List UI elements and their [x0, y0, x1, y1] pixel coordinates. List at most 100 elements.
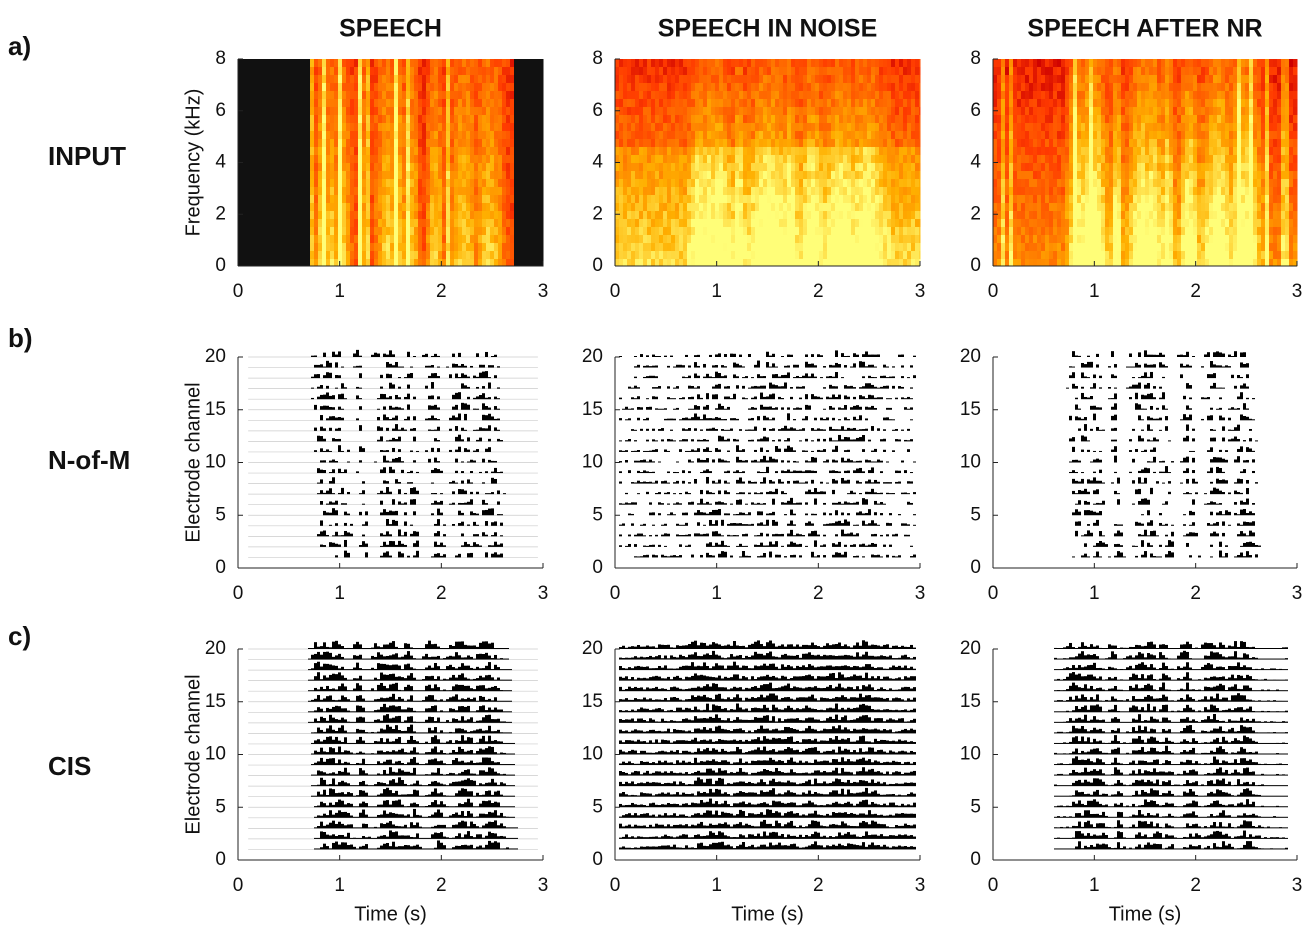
spectrogram-cell — [847, 163, 852, 172]
spectrogram-cell — [663, 115, 668, 124]
spectrogram-cell — [707, 211, 712, 220]
spectrogram-cell — [1085, 227, 1090, 236]
spectrogram-cell — [406, 67, 411, 76]
spectrogram-cell — [1049, 195, 1054, 204]
spectrogram-cell — [498, 91, 503, 100]
spectrogram-cell — [1133, 115, 1138, 124]
spectrogram-cell — [863, 187, 868, 196]
spectrogram-cell — [518, 163, 523, 172]
spectrogram-cell — [751, 235, 756, 244]
spectrogram-cell — [755, 187, 760, 196]
spectrogram-cell — [827, 131, 832, 140]
spectrogram-cell — [490, 99, 495, 108]
spectrogram-cell — [1041, 171, 1046, 180]
spectrogram-cell — [314, 251, 319, 260]
spectrogram-cell — [727, 259, 732, 267]
spectrogram-cell — [875, 243, 880, 252]
spectrogram-cell — [1021, 83, 1026, 92]
spectrogram-cell — [859, 67, 864, 76]
spectrogram-cell — [1133, 227, 1138, 236]
spectrogram-cell — [651, 83, 656, 92]
spectrogram-cell — [707, 59, 712, 68]
spectrogram-cell — [775, 115, 780, 124]
spectrogram-cell — [362, 67, 367, 76]
spectrogram-cell — [879, 179, 884, 188]
spectrogram-cell — [1029, 163, 1034, 172]
spectrogram-cell — [767, 179, 772, 188]
spectrogram-cell — [891, 155, 896, 164]
spectrogram-cell — [278, 91, 283, 100]
spectrogram-cell — [795, 235, 800, 244]
spectrogram-cell — [911, 99, 916, 108]
spectrogram-cell — [438, 227, 443, 236]
spectrogram-cell — [1053, 251, 1058, 260]
spectrogram-cell — [863, 227, 868, 236]
spectrogram-cell — [350, 83, 355, 92]
spectrogram-cell — [799, 219, 804, 228]
spectrogram-cell — [498, 147, 503, 156]
spectrogram-cell — [823, 123, 828, 132]
spectrogram-cell — [727, 227, 732, 236]
spectrogram-cell — [446, 243, 451, 252]
spectrogram-cell — [322, 75, 327, 84]
spectrogram-cell — [534, 83, 539, 92]
spectrogram-cell — [993, 147, 998, 156]
spectrogram-cell — [450, 203, 455, 212]
spectrogram-cell — [747, 91, 752, 100]
spectrogram-cell — [274, 219, 279, 228]
spectrogram-cell — [1117, 107, 1122, 116]
spectrogram-cell — [639, 67, 644, 76]
spectrogram-cell — [751, 243, 756, 252]
spectrogram-cell — [350, 259, 355, 267]
spectrogram-cell — [402, 195, 407, 204]
spectrogram-cell — [691, 179, 696, 188]
spectrogram-cell — [474, 75, 479, 84]
spectrogram-cell — [639, 219, 644, 228]
spectrogram-cell — [867, 147, 872, 156]
spectrogram-cell — [615, 219, 620, 228]
spectrogram-cell — [362, 259, 367, 267]
spectrogram-cell — [270, 211, 275, 220]
spectrogram-cell — [330, 211, 335, 220]
spectrogram-cell — [1049, 211, 1054, 220]
spectrogram-cell — [859, 147, 864, 156]
spectrogram-cell — [803, 179, 808, 188]
spectrogram-cell — [687, 203, 692, 212]
spectrogram-cell — [759, 171, 764, 180]
spectrogram-cell — [655, 163, 660, 172]
spectrogram-cell — [899, 91, 904, 100]
spectrogram-cell — [723, 219, 728, 228]
spectrogram-cell — [879, 251, 884, 260]
spectrogram-cell — [1093, 75, 1098, 84]
spectrogram-cell — [318, 251, 323, 260]
spectrogram-cell — [474, 211, 479, 220]
spectrogram-cell — [534, 67, 539, 76]
spectrogram-cell — [823, 179, 828, 188]
spectrogram-cell — [907, 59, 912, 68]
spectrogram-cell — [683, 131, 688, 140]
spectrogram-cell — [350, 147, 355, 156]
spectrogram-cell — [815, 243, 820, 252]
spectrogram-cell — [623, 99, 628, 108]
spectrogram-cell — [895, 227, 900, 236]
spectrogram-cell — [414, 259, 419, 267]
spectrogram-cell — [747, 211, 752, 220]
spectrogram-cell — [831, 203, 836, 212]
spectrogram-cell — [1033, 123, 1038, 132]
spectrogram-cell — [322, 243, 327, 252]
spectrogram-cell — [887, 187, 892, 196]
spectrogram-cell — [502, 147, 507, 156]
spectrogram-cell — [819, 123, 824, 132]
spectrogram-cell — [542, 131, 544, 140]
spectrogram-cell — [402, 99, 407, 108]
spectrogram-cell — [462, 139, 467, 148]
spectrogram-cell — [1081, 203, 1086, 212]
spectrogram-cell — [659, 67, 664, 76]
spectrogram-cell — [434, 203, 439, 212]
spectrogram-cell — [438, 259, 443, 267]
spectrogram-cell — [502, 219, 507, 228]
spectrogram-cell — [895, 91, 900, 100]
spectrogram-cell — [502, 123, 507, 132]
spectrogram-cell — [522, 115, 527, 124]
spectrogram-cell — [1009, 235, 1014, 244]
